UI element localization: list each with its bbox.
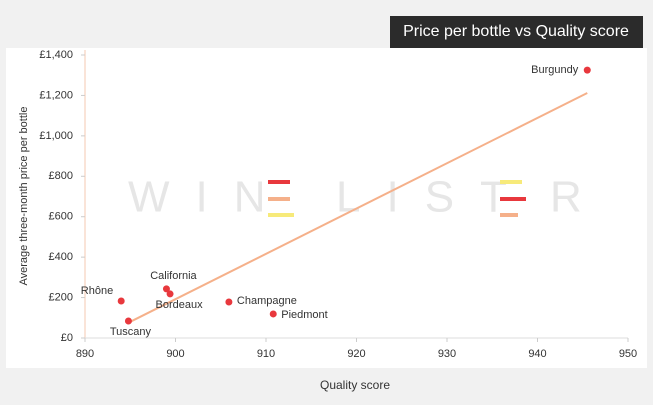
chart-title: Price per bottle vs Quality score <box>403 23 629 40</box>
x-tick-label: 950 <box>619 348 637 360</box>
x-tick-label: 920 <box>347 348 365 360</box>
point <box>162 285 170 293</box>
watermark-text: LIST <box>336 173 533 222</box>
point-label: Tuscany <box>110 326 152 338</box>
y-tick-label: £800 <box>49 170 73 182</box>
point-label: Champagne <box>237 295 297 307</box>
point <box>117 297 125 305</box>
x-tick-label: 890 <box>76 348 94 360</box>
point-label: Rhône <box>81 285 113 297</box>
watermark: WIN LIST R <box>128 173 608 222</box>
x-tick-label: 930 <box>438 348 456 360</box>
point <box>583 66 591 74</box>
point <box>166 290 174 298</box>
y-tick-label: £400 <box>49 251 73 263</box>
watermark-bar <box>268 213 294 217</box>
point-label: California <box>150 270 197 282</box>
y-axis-title: Average three-month price per bottle <box>18 107 30 286</box>
point-label: Burgundy <box>531 64 579 76</box>
x-tick-label: 900 <box>166 348 184 360</box>
point <box>225 298 233 306</box>
y-tick-label: £600 <box>49 211 73 223</box>
y-tick-label: £0 <box>61 332 73 344</box>
y-tick-label: £200 <box>49 291 73 303</box>
watermark-text: R <box>550 173 608 222</box>
title-box <box>390 16 643 48</box>
trendline <box>129 92 588 323</box>
watermark-bar <box>268 197 290 201</box>
point <box>269 310 277 318</box>
point-label: Bordeaux <box>156 299 204 311</box>
y-tick-label: £1,000 <box>39 130 73 142</box>
x-tick-label: 940 <box>528 348 546 360</box>
watermark-bar <box>268 180 290 184</box>
y-tick-label: £1,400 <box>39 49 73 61</box>
plot-background <box>6 48 647 368</box>
y-tick-label: £1,200 <box>39 89 73 101</box>
x-axis-title: Quality score <box>320 378 390 392</box>
watermark-bar <box>500 197 526 201</box>
watermark-bar <box>500 180 522 184</box>
watermark-bar <box>500 213 518 217</box>
watermark-text: WIN <box>128 173 292 222</box>
point-label: Piedmont <box>281 309 327 321</box>
point <box>124 317 132 325</box>
x-tick-label: 910 <box>257 348 275 360</box>
